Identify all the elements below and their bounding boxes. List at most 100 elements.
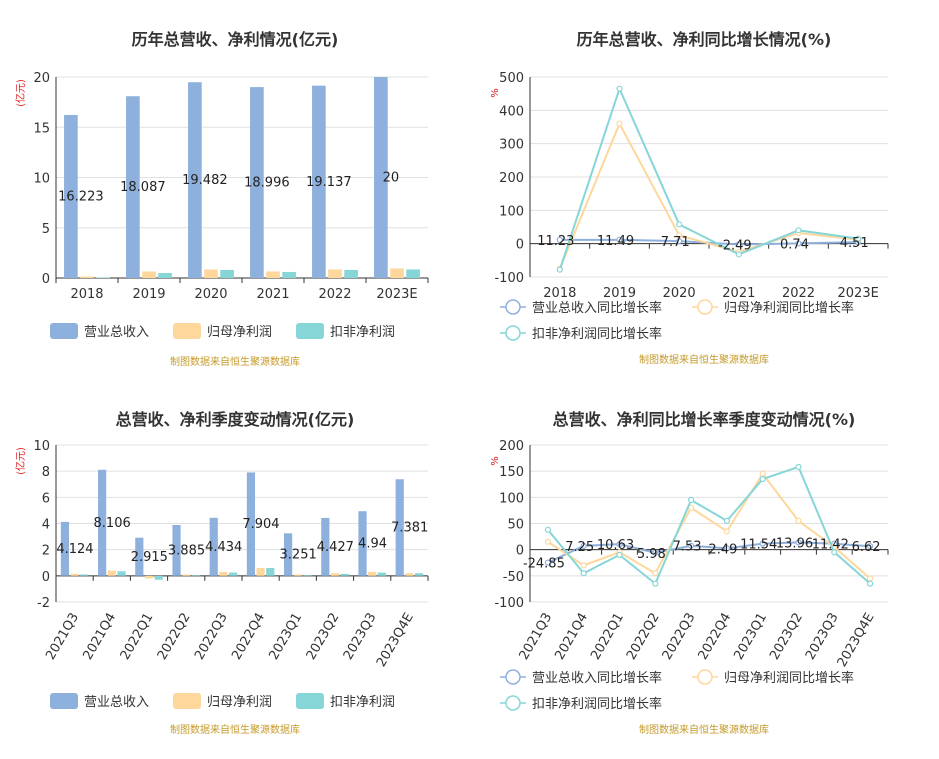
series-point — [723, 528, 730, 535]
y-tick-label: 8 — [42, 465, 50, 480]
legend-label: 归母净利润 — [207, 325, 272, 340]
legend-label: 营业总收入 — [84, 325, 149, 340]
source-note: 制图数据来自恒生聚源数据库 — [170, 723, 300, 736]
bar-deducted-profit — [266, 567, 275, 576]
data-label: 11.23 — [537, 234, 574, 249]
series-point — [795, 539, 802, 546]
legend-label: 营业总收入同比增长率 — [532, 670, 662, 686]
data-label: 0.74 — [780, 237, 809, 252]
x-tick-label: 2019 — [132, 287, 165, 302]
y-tick-label: 500 — [499, 71, 524, 86]
data-label: 7.381 — [391, 521, 428, 536]
series-point — [795, 517, 802, 524]
series-point — [544, 538, 552, 545]
series-line-net-profit — [547, 472, 871, 580]
data-label: 18.996 — [244, 176, 290, 191]
series-point — [676, 232, 683, 239]
data-label: 7.71 — [661, 235, 690, 250]
x-tick-label: 2023Q2 — [304, 611, 343, 663]
y-tick-label: 400 — [499, 104, 524, 119]
series-point — [652, 580, 659, 587]
bar-net-profit — [330, 573, 340, 576]
bar-revenue — [312, 85, 326, 278]
series-point — [855, 235, 862, 242]
bar-net-profit — [405, 573, 414, 576]
x-tick-label: 2022Q4 — [229, 611, 268, 663]
series-point — [795, 227, 802, 234]
bar-deducted-profit — [80, 574, 89, 576]
bar-net-profit — [293, 574, 302, 576]
bar-deducted-profit — [340, 573, 349, 576]
y-tick-label: 300 — [499, 138, 524, 153]
series-line-deducted-profit — [558, 85, 859, 270]
chart-svg-quarterly-growth: 总营收、净利同比增长率季度变动情况(%)% -100 -50 0 50 100 150 200… — [490, 410, 889, 736]
bar-net-profit — [80, 276, 94, 278]
x-tick-label: 2021Q3 — [517, 611, 556, 663]
data-label: 13.96 — [776, 536, 813, 551]
y-tick-label: 50 — [507, 518, 524, 533]
y-tick-label: 15 — [33, 121, 50, 136]
data-label: 7.53 — [673, 540, 702, 555]
chart-title: 总营收、净利季度变动情况(亿元) — [116, 410, 355, 429]
source-note: 制图数据来自恒生聚源数据库 — [639, 353, 769, 366]
bar-revenue — [98, 469, 107, 576]
series-point — [688, 496, 695, 504]
data-label: 19.482 — [182, 173, 228, 188]
bar-net-profit — [142, 271, 156, 278]
bar-deducted-profit — [96, 277, 110, 278]
y-tick-label: 10 — [33, 439, 50, 454]
x-tick-label: 2022Q1 — [118, 611, 157, 663]
y-tick-label: 5 — [42, 222, 50, 237]
series-point — [723, 545, 730, 552]
series-point — [616, 541, 623, 548]
bar-deducted-profit — [228, 572, 238, 576]
bar-net-profit — [219, 571, 228, 576]
bar-deducted-profit — [282, 271, 296, 278]
source-note: 制图数据来自恒生聚源数据库 — [170, 355, 300, 368]
series-point — [556, 266, 563, 273]
x-tick-label: 2020 — [663, 286, 696, 301]
y-tick-label: 0 — [516, 238, 524, 253]
x-tick-label: 2021Q3 — [43, 611, 82, 663]
x-tick-label: 2022Q3 — [192, 611, 231, 663]
series-point — [795, 240, 802, 247]
bar-net-profit — [256, 567, 265, 576]
x-tick-label: 2021Q4 — [552, 611, 591, 663]
x-tick-label: 2023Q4E — [835, 611, 878, 670]
bar-revenue — [358, 511, 367, 576]
x-tick-label: 2018 — [70, 287, 103, 302]
series-point — [735, 241, 742, 248]
legend-label: 扣非净利润 — [330, 695, 395, 710]
data-label: 4.51 — [840, 236, 869, 251]
x-tick-label: 2021Q4 — [80, 611, 119, 663]
data-label: 11.49 — [597, 234, 634, 249]
bar-revenue — [246, 472, 256, 576]
data-label: -2.49 — [718, 238, 752, 253]
y-tick-label: 200 — [499, 171, 524, 186]
series-point — [867, 543, 874, 550]
x-tick-label: 2023Q3 — [341, 611, 380, 663]
y-tick-label: 0 — [516, 544, 524, 559]
x-tick-label: 2023Q3 — [803, 611, 842, 663]
series-point — [544, 526, 552, 533]
bar-net-profit — [144, 575, 154, 579]
y-tick-label: 6 — [42, 491, 50, 506]
bar-net-profit — [107, 570, 116, 576]
legend-marker — [505, 325, 521, 341]
series-line-deducted-profit — [547, 465, 871, 586]
bar-revenue — [374, 77, 388, 278]
data-label: 20 — [383, 171, 400, 186]
bar-net-profit — [390, 268, 404, 278]
data-label: 18.087 — [120, 180, 166, 195]
bar-net-profit — [204, 269, 218, 278]
legend-marker — [505, 299, 521, 315]
legend-label: 营业总收入同比增长率 — [532, 300, 662, 316]
data-label: -24.85 — [523, 557, 565, 572]
series-point — [688, 542, 695, 549]
x-tick-label: 2022Q2 — [624, 611, 663, 663]
data-label: 11.54 — [740, 538, 777, 553]
x-tick-label: 2021 — [256, 287, 289, 302]
source-note: 制图数据来自恒生聚源数据库 — [639, 723, 769, 736]
legend-swatch — [50, 323, 78, 339]
